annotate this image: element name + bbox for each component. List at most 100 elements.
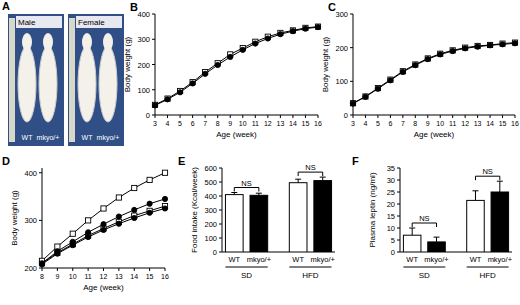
x-tick-label: 7 — [401, 120, 405, 127]
rat-head — [22, 33, 32, 51]
panel-label: D — [2, 155, 10, 167]
category-label: mkyo/+ — [247, 255, 272, 264]
y-tick — [152, 39, 155, 40]
genotype-label: WT — [82, 134, 94, 141]
bar — [289, 183, 307, 252]
marker-circle — [265, 36, 270, 41]
x-tick — [305, 115, 306, 118]
series-line — [42, 173, 165, 261]
y-tick-label: 15 — [387, 212, 395, 221]
y-tick-label: 100 — [335, 77, 348, 86]
marker-square — [487, 42, 492, 47]
category-label: mkyo/+ — [311, 255, 336, 264]
x-tick-label: 3 — [153, 120, 157, 127]
marker-square — [39, 261, 44, 266]
marker-circle — [190, 81, 195, 86]
ruler — [9, 18, 15, 142]
x-tick-label: 9 — [55, 273, 59, 280]
marker-circle — [375, 86, 380, 91]
marker-circle — [147, 210, 152, 215]
error-bar — [231, 193, 237, 195]
marker-square — [388, 77, 393, 82]
error-bar — [295, 179, 301, 183]
marker-circle — [253, 41, 258, 46]
x-tick-label: 8 — [413, 120, 417, 127]
label-card — [16, 16, 62, 28]
marker-square — [315, 24, 320, 29]
x-tick — [477, 115, 478, 118]
y-tick — [152, 89, 155, 90]
marker-circle — [39, 261, 44, 266]
y-axis — [353, 14, 354, 115]
x-tick-label: 15 — [302, 120, 310, 127]
x-tick-label: 13 — [474, 120, 482, 127]
y-axis-title: Body weight (g) — [10, 190, 19, 246]
marker-circle — [55, 249, 60, 254]
marker-circle — [487, 43, 492, 48]
panel-label: A — [2, 0, 10, 12]
x-tick-label: 13 — [115, 273, 123, 280]
bar — [467, 200, 485, 252]
y-axis-title: Body weight (g) — [123, 36, 132, 92]
y-tick-label: 25 — [387, 188, 395, 197]
marker-circle — [70, 239, 75, 244]
error-bar — [256, 193, 262, 195]
x-tick-label: 8 — [216, 120, 220, 127]
series-line — [42, 208, 165, 264]
x-tick-label: 10 — [436, 120, 444, 127]
marker-square — [132, 185, 137, 190]
y-tick-label: 0 — [391, 248, 395, 257]
y-tick-label: 0 — [344, 111, 348, 120]
y-tick-label: 100 — [204, 234, 217, 243]
y-tick-label: 400 — [24, 169, 37, 178]
y-tick — [219, 182, 222, 183]
plot-area — [39, 170, 167, 267]
marker-square — [86, 218, 91, 223]
x-tick — [165, 268, 166, 271]
x-tick-label: 13 — [276, 120, 284, 127]
group-label: HFD — [479, 271, 496, 280]
y-tick — [219, 210, 222, 211]
marker-square — [400, 69, 405, 74]
marker-square — [500, 41, 505, 46]
bar — [314, 181, 332, 252]
y-tick-label: 0 — [146, 111, 150, 120]
marker-square — [375, 85, 380, 90]
series-line — [42, 199, 165, 263]
marker-circle — [240, 47, 245, 52]
series-line — [353, 43, 515, 104]
marker-square — [463, 45, 468, 50]
marker-circle — [315, 25, 320, 30]
marker-square — [116, 195, 121, 200]
x-tick — [103, 268, 104, 271]
ruler — [69, 18, 75, 142]
x-tick-label: 9 — [228, 120, 232, 127]
x-tick — [502, 115, 503, 118]
y-axis-title: Plasma leptin (ng/ml) — [368, 172, 377, 247]
error-bar — [472, 191, 478, 201]
marker-circle — [512, 41, 517, 46]
y-tick-label: 300 — [204, 206, 217, 215]
marker-circle — [132, 207, 137, 212]
group-line — [403, 267, 445, 268]
marker-square — [152, 102, 157, 107]
x-tick-label: 15 — [499, 120, 507, 127]
x-tick-label: 10 — [239, 120, 247, 127]
y-tick — [219, 252, 222, 253]
marker-square — [350, 101, 355, 106]
x-tick — [118, 268, 119, 271]
y-tick-label: 200 — [204, 220, 217, 229]
y-tick-label: 35 — [387, 164, 395, 173]
annotation: NS — [419, 214, 429, 223]
annotation: NS — [305, 163, 315, 172]
marker-circle — [162, 196, 167, 201]
series-line — [353, 43, 515, 103]
y-tick — [397, 192, 400, 193]
x-tick-label: 12 — [264, 120, 272, 127]
y-tick — [39, 220, 42, 221]
x-tick — [353, 115, 354, 118]
bar — [403, 235, 421, 252]
marker-circle — [350, 101, 355, 106]
y-tick-label: 200 — [24, 264, 37, 273]
x-tick — [88, 268, 89, 271]
